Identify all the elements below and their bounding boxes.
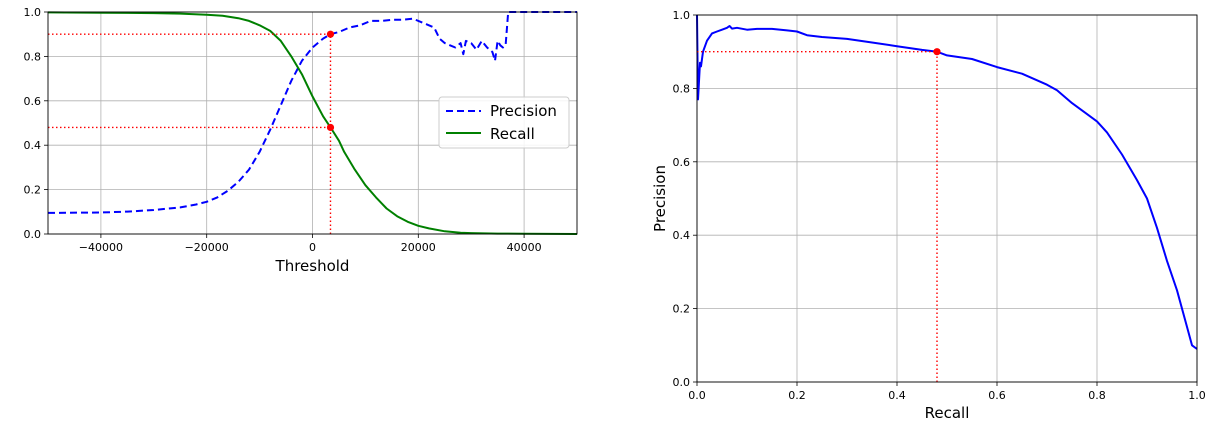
grid	[696, 14, 1198, 383]
y-tick-label: 0.4	[24, 139, 42, 152]
y-tick-label: 0.8	[673, 82, 691, 95]
y-tick-label: 1.0	[673, 9, 691, 22]
legend-recall-label: Recall	[490, 125, 535, 143]
precision-vs-recall-chart: 0.0 0.2 0.4 0.6 0.8 1.0 0.0 0.2 0.4 0.6 0.8 1.0 Rec…	[651, 9, 1206, 422]
reference-lines	[697, 51, 938, 382]
precision-line	[47, 11, 577, 214]
x-tick-label: 0	[309, 241, 316, 254]
tick-labels: 0.0 0.2 0.4 0.6 0.8 1.0 0.0 0.2 0.4 0.6 0.8 1.0	[673, 9, 1206, 402]
plot-frame	[696, 14, 1198, 383]
x-tick-label: 40000	[507, 241, 542, 254]
x-tick-label: 1.0	[1188, 389, 1206, 402]
legend-precision-label: Precision	[490, 102, 557, 120]
y-tick-label: 0.0	[673, 376, 691, 389]
threshold-marker	[933, 48, 941, 56]
x-tick-label: 0.8	[1088, 389, 1106, 402]
y-axis-label: Precision	[651, 165, 669, 232]
x-tick-label: 0.4	[888, 389, 906, 402]
legend: Precision Recall	[438, 96, 570, 149]
tick-labels: −40000 −20000 0 20000 40000 0.0 0.2 0.4 0.6 0.8 1.…	[24, 6, 542, 254]
x-tick-label: 0.6	[988, 389, 1006, 402]
x-tick-label: 20000	[401, 241, 436, 254]
x-tick-label: −40000	[79, 241, 123, 254]
x-axis-label: Threshold	[275, 257, 350, 275]
x-tick-label: 0.2	[788, 389, 806, 402]
markers	[326, 30, 335, 132]
y-tick-label: 0.2	[673, 303, 691, 316]
legend-box	[438, 96, 570, 149]
y-tick-label: 0.8	[24, 50, 42, 63]
y-tick-label: 0.6	[673, 156, 691, 169]
series-lines	[47, 11, 578, 235]
precision-recall-vs-threshold-chart: −40000 −20000 0 20000 40000 0.0 0.2 0.4 0.6 0.8 1.…	[24, 6, 578, 275]
series-line	[696, 14, 1198, 350]
series-lines	[696, 14, 1198, 350]
reference-lines	[48, 33, 332, 234]
markers	[933, 48, 941, 56]
x-tick-label: 0.0	[688, 389, 706, 402]
y-tick-label: 0.4	[673, 229, 691, 242]
x-tick-label: −20000	[185, 241, 229, 254]
y-tick-label: 1.0	[24, 6, 42, 19]
x-axis-label: Recall	[925, 404, 970, 422]
y-tick-label: 0.0	[24, 228, 42, 241]
y-tick-label: 0.2	[24, 184, 42, 197]
recall-line	[47, 11, 578, 235]
threshold-marker	[326, 30, 335, 38]
y-tick-label: 0.6	[24, 95, 42, 108]
threshold-marker	[326, 123, 335, 132]
